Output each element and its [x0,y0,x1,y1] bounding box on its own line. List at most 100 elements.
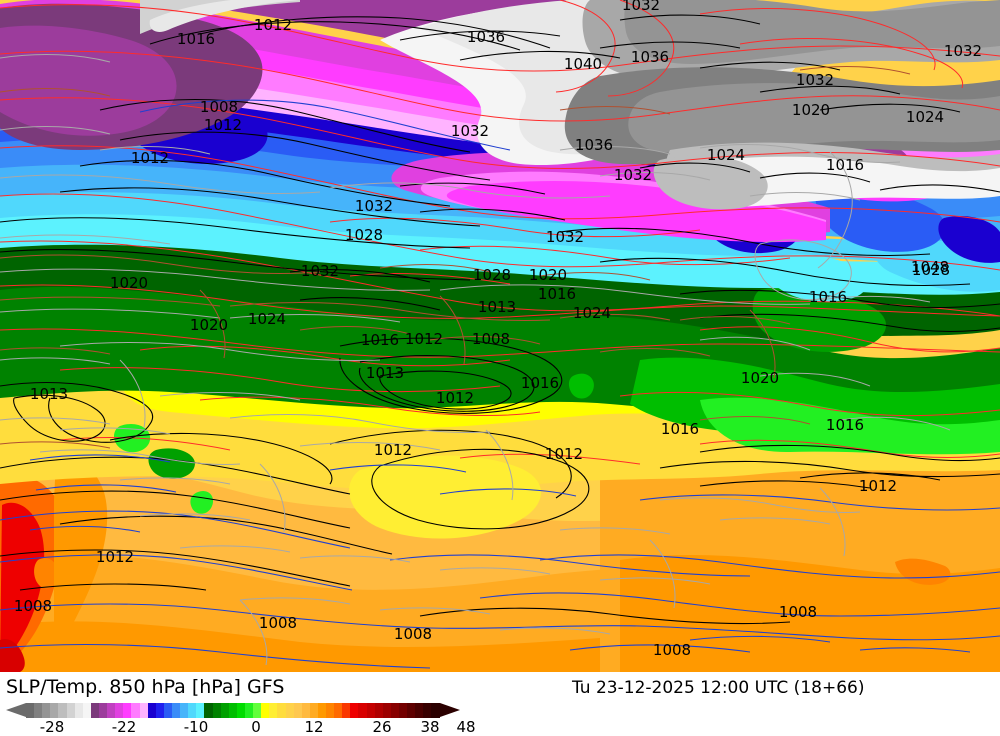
colorbar-segment [342,703,351,718]
colorbar-segment [407,703,416,718]
temp-band-yellow-tibet [349,455,541,539]
temp-band-red-arabia [0,502,45,664]
temp-orange-strip-levant [54,457,108,660]
temp-blob-green-japan [752,287,887,352]
pressure-label: 1028 [473,266,511,284]
pressure-label: 1012 [859,477,897,495]
pressure-label: 1036 [575,136,613,154]
map-svg: 1016 1016 1012 1012 1036 1036 1032 1032 1032 1032… [0,0,1000,672]
pressure-label: 1032 [355,197,393,215]
colorbar-segment [317,703,327,718]
pressure-label: 1016 [661,420,699,438]
colorbar-segment [374,703,383,718]
pressure-label: 1012 [405,330,443,348]
footer-bar: SLP/Temp. 850 hPa [hPa] GFS Tu 23-12-202… [0,672,1000,736]
colorbar-segment [212,703,221,718]
colorbar-segment [423,703,432,718]
pressure-label: 1024 [248,310,286,328]
colorbar-segment [74,703,83,718]
colorbar-segment [131,703,140,718]
temp-band-cyan [0,201,1000,295]
colorbar-segment [431,703,440,718]
pressure-label: 1036 [631,48,669,66]
pressure-label: 1012 [96,548,134,566]
pressure-label: 1013 [366,364,404,382]
country-borders [0,66,911,449]
colorbar-segment [415,703,424,718]
pressure-label: 1016 [826,416,864,434]
pressure-label: 1013 [30,385,68,403]
slp-contours-black [0,14,1000,625]
colorbar-segment [293,703,302,718]
pressure-label: 1012 [436,389,474,407]
slp-contours-red [0,0,1000,465]
colorbar-segments [26,703,440,718]
pressure-label: 1020 [741,369,779,387]
colorbar-segment [26,703,35,718]
pressure-label: 1012 [254,16,292,34]
chart-title: SLP/Temp. 850 hPa [hPa] GFS [6,676,285,698]
pressure-label: 1008 [472,330,510,348]
temp-blob-navy-far-e [938,215,1000,263]
temp-band-magenta-mid2 [446,181,826,243]
colorbar-under-arrow [6,703,26,717]
pressure-label: 1012 [204,116,242,134]
colorbar-segment [326,703,335,718]
colorbar-segment [220,703,229,718]
colorbar-tick: -10 [183,718,209,736]
colorbar-segment [269,703,278,718]
colorbar-segment [350,703,359,718]
colorbar-segment [50,703,59,718]
colorbar-segment [399,703,408,718]
colorbar-segment [90,703,99,718]
pressure-label: 1024 [906,108,944,126]
pressure-label: 1048 [911,258,949,276]
colorbar-segment [253,703,262,718]
colorbar-segment [155,703,164,718]
pressure-label: 1012 [374,441,412,459]
colorbar-segment [277,703,286,718]
pressure-label: 1024 [707,146,745,164]
pressure-label: 1008 [779,603,817,621]
colorbar-segment [123,703,132,718]
colorbar-segment [236,703,245,718]
temp-band-purple [0,0,566,92]
pressure-label: 1008 [394,625,432,643]
temp-band-gray-mid [628,83,1000,153]
colorbar-tick: -28 [39,718,65,736]
pressure-label: 1024 [573,304,611,322]
colorbar-segment [382,703,391,718]
colorbar-tick: 26 [372,718,392,736]
colorbar-segment [188,703,197,718]
colorbar-segment [390,703,400,718]
colorbar-segment [196,703,205,718]
pressure-label: 1032 [546,228,584,246]
pressure-label: 1040 [564,55,602,73]
colorbar-tick: 38 [420,718,440,736]
pressure-label: 1016 [521,374,559,392]
colorbar[interactable]: -28 -22 -10 0 12 26 38 48 [0,701,480,736]
colorbar-over-arrow [440,703,460,717]
colorbar-segment [204,703,213,718]
pressure-label: 1032 [301,262,339,280]
temp-blob-green-small3 [568,373,594,399]
temp-blob-blue-ne2 [815,187,946,252]
pressure-label: 1016 [826,156,864,174]
coastlines [0,54,951,666]
pressure-label: 1016 [361,331,399,349]
colorbar-tick: 0 [251,718,261,736]
map-canvas[interactable]: 1016 1016 1012 1012 1036 1036 1032 1032 1032 1032… [0,0,1000,672]
colorbar-segment [309,703,318,718]
colorbar-segment [228,703,237,718]
temp-band-gray [140,0,300,34]
colorbar-segment [244,703,254,718]
colorbar-segment [171,703,181,718]
temp-band-gray-nw [149,0,300,32]
colorbar-segment [58,703,67,718]
colorbar-segment [358,703,367,718]
temp-band-orange-indian2 [620,554,1000,672]
pressure-label: 1032 [622,0,660,14]
colorbar-segment [285,703,294,718]
pressure-label: 1032 [944,42,982,60]
pressure-label: 1020 [792,101,830,119]
